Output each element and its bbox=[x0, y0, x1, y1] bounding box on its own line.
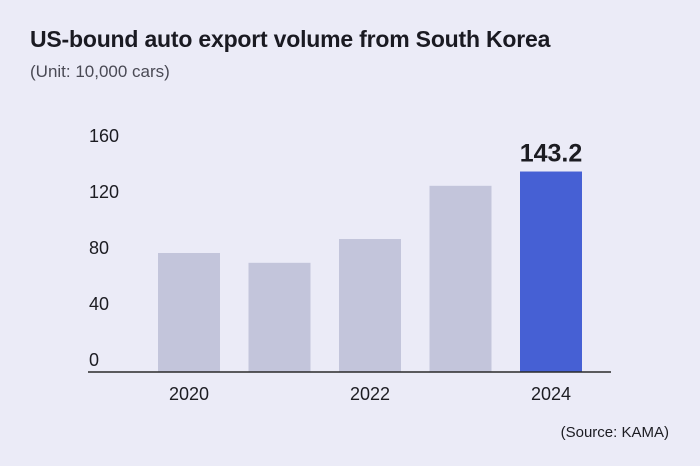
data-labels: 143.2 bbox=[520, 140, 583, 168]
bar-2022 bbox=[339, 239, 401, 372]
x-axis: 2020 2022 2024 bbox=[169, 384, 571, 404]
x-tick-label: 2024 bbox=[531, 384, 571, 404]
y-tick-label: 0 bbox=[89, 350, 99, 370]
source-note: (Source: KAMA) bbox=[560, 424, 669, 441]
data-label: 143.2 bbox=[520, 140, 583, 168]
bar-2023 bbox=[429, 185, 492, 372]
y-tick-label: 120 bbox=[89, 182, 119, 202]
y-axis: 0 40 80 120 160 bbox=[89, 126, 119, 370]
y-tick-label: 160 bbox=[89, 126, 119, 146]
bar-2024 bbox=[520, 171, 582, 372]
y-tick-label: 40 bbox=[89, 294, 109, 314]
y-tick-label: 80 bbox=[89, 238, 109, 258]
chart-title: US-bound auto export volume from South K… bbox=[30, 26, 551, 52]
chart-unit-subtitle: (Unit: 10,000 cars) bbox=[30, 62, 170, 81]
x-tick-label: 2020 bbox=[169, 384, 209, 404]
bar-2020 bbox=[158, 253, 220, 372]
bar-2021 bbox=[248, 262, 311, 372]
bars bbox=[158, 171, 582, 372]
x-tick-label: 2022 bbox=[350, 384, 390, 404]
